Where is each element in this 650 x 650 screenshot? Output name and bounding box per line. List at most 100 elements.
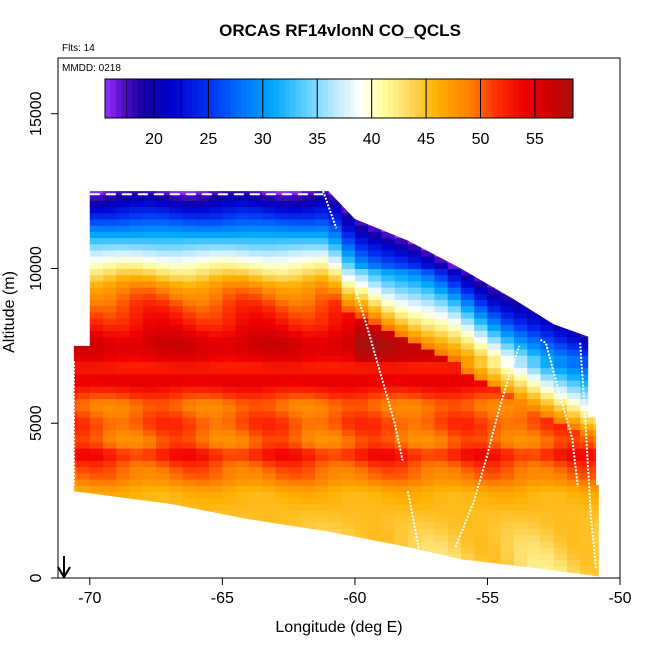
heatmap-cell bbox=[235, 280, 250, 288]
heatmap-cell bbox=[368, 231, 383, 239]
heatmap-cell bbox=[76, 348, 91, 356]
heatmap-cell bbox=[129, 287, 144, 294]
heatmap-cell bbox=[566, 398, 581, 406]
heatmap-cell bbox=[129, 194, 144, 201]
heatmap-cell bbox=[447, 503, 462, 511]
heatmap-cell bbox=[262, 274, 276, 282]
colorbar-swatch bbox=[202, 79, 209, 118]
heatmap-cell bbox=[195, 212, 210, 220]
heatmap-cell bbox=[116, 472, 131, 480]
heatmap-cell bbox=[368, 336, 383, 344]
heatmap-cell bbox=[262, 441, 276, 449]
heatmap-cell bbox=[301, 299, 316, 307]
heatmap-cell bbox=[474, 324, 489, 331]
heatmap-cell bbox=[235, 417, 250, 424]
heatmap-cell bbox=[513, 330, 528, 338]
heatmap-cell bbox=[235, 249, 250, 257]
heatmap-cell bbox=[288, 262, 303, 270]
heatmap-cell bbox=[341, 435, 356, 443]
heatmap-cell bbox=[394, 342, 409, 350]
heatmap-cell bbox=[129, 256, 144, 263]
heatmap-cell bbox=[222, 485, 237, 492]
heatmap-cell bbox=[421, 516, 436, 523]
colorbar-swatch bbox=[475, 79, 481, 118]
heatmap-cell bbox=[103, 237, 117, 245]
heatmap-cell bbox=[103, 361, 117, 369]
heatmap-cell bbox=[407, 287, 422, 294]
heatmap-cell bbox=[209, 212, 223, 220]
heatmap-cell bbox=[89, 472, 104, 480]
heatmap-cell bbox=[129, 491, 144, 499]
heatmap-cell bbox=[169, 262, 184, 270]
heatmap-cell bbox=[89, 237, 104, 245]
heatmap-cell bbox=[169, 336, 184, 344]
heatmap-cell bbox=[235, 206, 250, 214]
heatmap-cell bbox=[288, 373, 303, 381]
heatmap-cell bbox=[566, 342, 581, 350]
heatmap-cell bbox=[116, 218, 131, 226]
heatmap-cell bbox=[354, 268, 369, 276]
heatmap-cell bbox=[116, 280, 131, 288]
heatmap-cell bbox=[315, 398, 329, 406]
heatmap-cell bbox=[129, 218, 144, 226]
heatmap-cell bbox=[553, 423, 568, 431]
heatmap-cell bbox=[460, 404, 475, 412]
heatmap-cell bbox=[288, 466, 303, 474]
heatmap-cell bbox=[341, 218, 356, 226]
heatmap-cell bbox=[315, 293, 329, 301]
heatmap-cell bbox=[500, 429, 515, 437]
heatmap-cell bbox=[447, 429, 462, 437]
heatmap-cell bbox=[129, 448, 144, 455]
heatmap-cell bbox=[500, 441, 515, 449]
heatmap-cell bbox=[76, 423, 91, 431]
heatmap-cell bbox=[129, 311, 144, 319]
heatmap-cell bbox=[142, 212, 157, 220]
heatmap-cell bbox=[182, 191, 197, 195]
heatmap-cell bbox=[540, 528, 555, 536]
heatmap-cell bbox=[540, 423, 555, 431]
heatmap-cell bbox=[328, 299, 343, 307]
heatmap-cell bbox=[341, 497, 356, 505]
heatmap-cell bbox=[474, 435, 489, 443]
heatmap-cell bbox=[275, 485, 290, 492]
heatmap-cell bbox=[527, 324, 542, 331]
heatmap-cell bbox=[315, 191, 329, 195]
heatmap-cell bbox=[381, 256, 396, 263]
heatmap-cell bbox=[421, 249, 436, 257]
heatmap-cell bbox=[89, 231, 104, 239]
heatmap-cell bbox=[394, 293, 409, 301]
heatmap-cell bbox=[142, 318, 157, 325]
heatmap-cell bbox=[262, 454, 276, 461]
heatmap-cell bbox=[315, 404, 329, 412]
heatmap-cell bbox=[103, 478, 117, 486]
heatmap-cell bbox=[89, 299, 104, 307]
heatmap-cell bbox=[407, 336, 422, 344]
heatmap-cell bbox=[315, 262, 329, 270]
heatmap-cell bbox=[209, 429, 223, 437]
heatmap-cell bbox=[500, 293, 515, 301]
heatmap-cell bbox=[301, 392, 316, 400]
heatmap-cell bbox=[580, 571, 595, 577]
heatmap-cell bbox=[447, 386, 462, 393]
heatmap-cell bbox=[301, 454, 316, 461]
heatmap-cell bbox=[288, 299, 303, 307]
heatmap-cell bbox=[513, 553, 528, 561]
heatmap-cell bbox=[315, 212, 329, 220]
heatmap-cell bbox=[381, 237, 396, 245]
heatmap-cell bbox=[235, 497, 250, 505]
heatmap-cell bbox=[341, 491, 356, 499]
heatmap-cell bbox=[407, 472, 422, 480]
heatmap-cell bbox=[301, 509, 316, 517]
heatmap-cell bbox=[116, 454, 131, 461]
heatmap-cell bbox=[328, 200, 343, 208]
heatmap-cell bbox=[540, 417, 555, 424]
heatmap-cell bbox=[421, 398, 436, 406]
heatmap-cell bbox=[354, 528, 369, 536]
heatmap-cell bbox=[487, 435, 502, 443]
heatmap-cell bbox=[301, 268, 316, 276]
heatmap-cell bbox=[460, 274, 475, 282]
heatmap-cell bbox=[142, 448, 157, 455]
heatmap-cell bbox=[222, 305, 237, 313]
heatmap-cell bbox=[341, 404, 356, 412]
heatmap-cell bbox=[182, 348, 197, 356]
